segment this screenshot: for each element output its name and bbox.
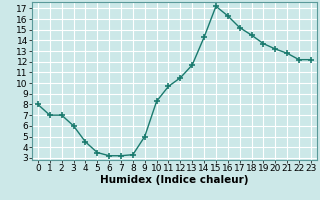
X-axis label: Humidex (Indice chaleur): Humidex (Indice chaleur) [100, 175, 249, 185]
